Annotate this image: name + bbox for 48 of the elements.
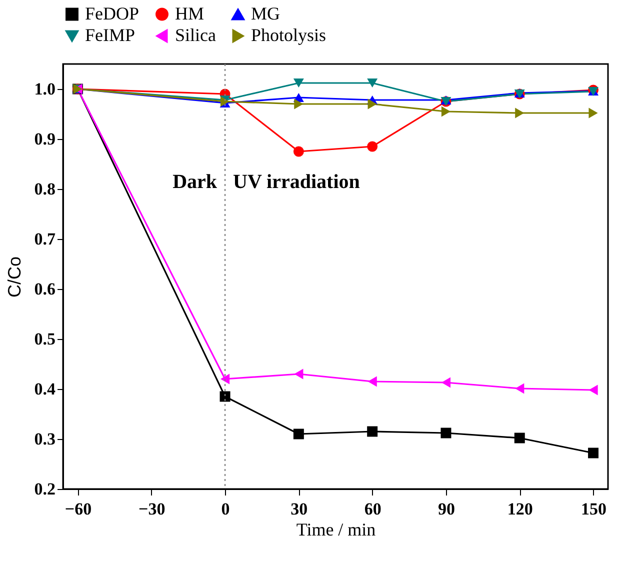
x-tick-label: 60 — [364, 500, 382, 518]
y-tick-label: 0.2 — [34, 480, 56, 498]
point — [441, 106, 451, 117]
x-tick-label: 0 — [221, 500, 230, 518]
y-tick-label: 0.8 — [34, 180, 56, 198]
point — [441, 377, 451, 388]
annotation: UV irradiation — [233, 171, 360, 193]
legend-label: FeIMP — [85, 25, 136, 45]
legend-label: Silica — [175, 25, 216, 45]
point — [294, 98, 304, 110]
point — [515, 108, 524, 118]
x-tick-label: 90 — [438, 500, 455, 518]
x-tick-label: 120 — [507, 500, 533, 518]
x-tick-label: −30 — [138, 500, 166, 518]
point — [220, 391, 230, 402]
point — [294, 368, 304, 380]
point — [368, 376, 377, 387]
y-tick-label: 0.9 — [34, 130, 56, 148]
point — [368, 98, 377, 110]
y-tick-label: 0.6 — [34, 280, 56, 298]
point — [367, 78, 378, 88]
y-tick-label: 0.5 — [34, 330, 56, 348]
y-tick-label: 0.4 — [34, 380, 56, 398]
point — [293, 428, 304, 440]
point — [440, 428, 452, 438]
x-tick-label: 30 — [290, 500, 308, 518]
y-tick-label: 1.0 — [34, 80, 56, 98]
x-tick-label: −60 — [64, 500, 92, 518]
point — [367, 426, 378, 437]
point — [367, 141, 378, 152]
legend-label: FeDOP — [85, 3, 140, 24]
legend-label: MG — [251, 4, 280, 24]
point — [514, 432, 525, 444]
annotation: Dark — [172, 171, 218, 193]
point — [588, 384, 598, 396]
x-axis-title: Time / min — [296, 520, 376, 540]
legend-label: Photolysis — [251, 25, 326, 45]
point — [515, 383, 524, 394]
y-tick-label: 0.3 — [34, 430, 56, 448]
y-tick-label: 0.7 — [34, 230, 56, 248]
point — [220, 374, 230, 384]
point — [293, 78, 304, 88]
point — [588, 448, 599, 458]
legend-label: HM — [175, 3, 204, 24]
y-axis-title: C/Co — [4, 256, 24, 298]
x-tick-label: 150 — [581, 500, 607, 518]
point — [588, 108, 598, 118]
point — [293, 146, 304, 157]
